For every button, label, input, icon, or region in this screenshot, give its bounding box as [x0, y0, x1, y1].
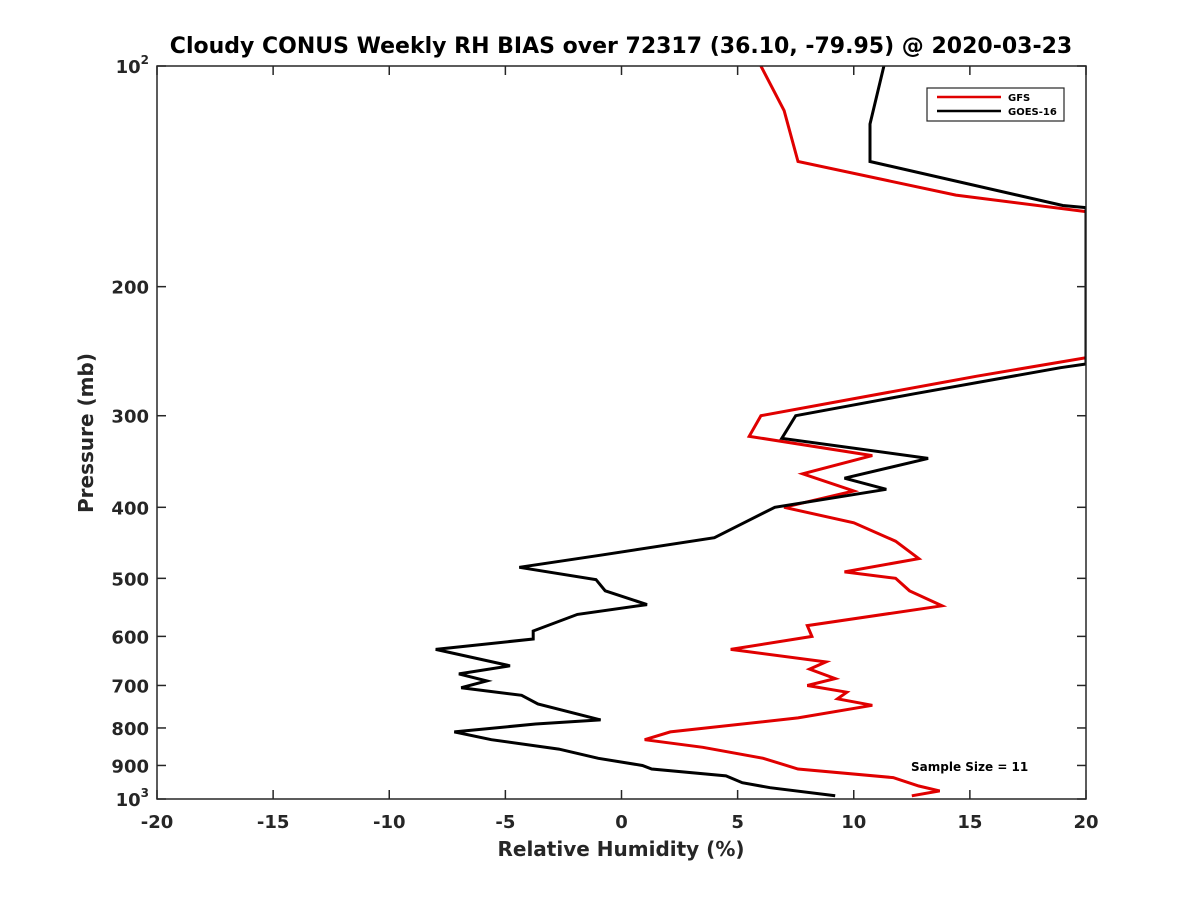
series-line-goes-16	[435, 66, 1086, 798]
y-axis: 102 200 300 400 500 600 700 800 900 103	[111, 53, 1086, 811]
plot-frame	[156, 65, 1087, 800]
plot-area	[435, 66, 1086, 798]
legend-box	[926, 87, 1065, 122]
x-tick-label: 20	[1073, 812, 1098, 833]
y-tick-label: 900	[111, 756, 149, 777]
x-tick-label: -20	[141, 812, 174, 833]
y-tick-label: 700	[111, 676, 149, 697]
legend: GFS GOES-16	[926, 87, 1065, 122]
sample-size-annotation: Sample Size = 11	[911, 760, 1028, 774]
y-tick-label: 600	[111, 627, 149, 648]
y-tick-label: 500	[111, 569, 149, 590]
x-axis-label: Relative Humidity (%)	[497, 837, 744, 861]
x-tick-label: -5	[495, 812, 515, 833]
x-tick-label: 15	[957, 812, 982, 833]
x-tick-label: 5	[731, 812, 744, 833]
x-tick-label: -15	[257, 812, 290, 833]
y-tick-label: 200	[111, 278, 149, 299]
y-tick-label: 300	[111, 407, 149, 428]
legend-label: GFS	[1008, 93, 1030, 104]
series-line-gfs	[644, 66, 1086, 798]
x-axis: -20 -15 -10 -5 0 5 10 15 20	[141, 66, 1099, 833]
y-tick-label: 400	[111, 498, 149, 519]
x-tick-label: 0	[615, 812, 628, 833]
y-axis-label: Pressure (mb)	[74, 353, 98, 513]
y-tick-label: 102	[116, 53, 149, 78]
y-tick-label: 800	[111, 719, 149, 740]
legend-label: GOES-16	[1008, 107, 1057, 118]
x-tick-label: 10	[841, 812, 866, 833]
x-tick-label: -10	[373, 812, 406, 833]
y-tick-label: 103	[116, 786, 149, 811]
chart-title: Cloudy CONUS Weekly RH BIAS over 72317 (…	[170, 34, 1072, 59]
